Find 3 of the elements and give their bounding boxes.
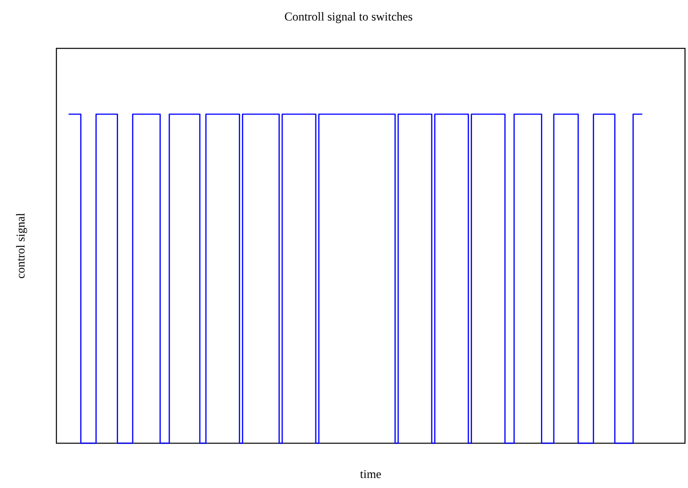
x-axis-title: time: [360, 466, 382, 481]
chart-title: Controll signal to switches: [284, 9, 413, 24]
y-axis-title: control signal: [13, 212, 28, 279]
